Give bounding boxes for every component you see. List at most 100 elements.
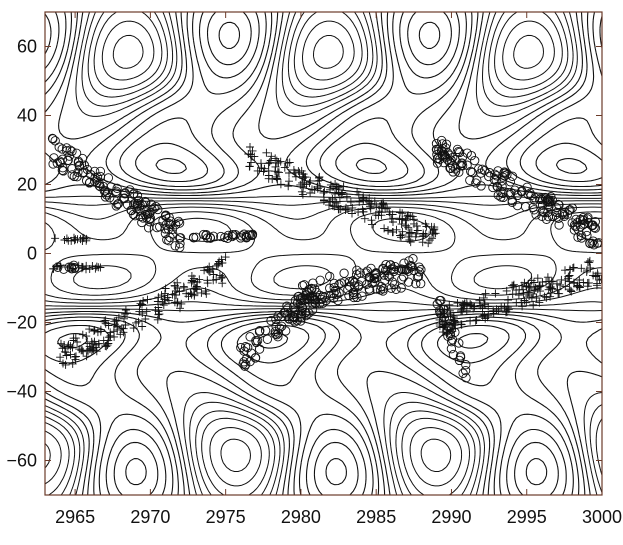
plus-marker (170, 298, 179, 307)
circle-marker (201, 230, 211, 241)
plus-marker (193, 278, 202, 286)
plus-marker (315, 172, 324, 181)
plus-marker (154, 310, 163, 319)
plus-marker (392, 225, 401, 234)
plus-marker (397, 220, 406, 229)
x-tick-label: 2970 (130, 507, 170, 527)
circle-marker (502, 170, 512, 180)
plus-marker (527, 294, 536, 303)
plus-marker (438, 318, 447, 326)
plus-marker (524, 288, 533, 297)
plus-marker (119, 328, 128, 337)
circle-marker (54, 142, 64, 152)
plus-marker (504, 305, 513, 314)
circle-marker (370, 269, 381, 279)
plus-marker (177, 299, 186, 308)
circle-marker (250, 353, 261, 363)
plus-marker (440, 313, 449, 322)
circle-marker (175, 239, 185, 249)
plus-marker (367, 216, 376, 225)
plus-marker (405, 235, 414, 244)
circle-marker (589, 240, 599, 250)
circle-marker (167, 224, 178, 234)
circle-marker (559, 211, 569, 221)
plus-marker (577, 264, 586, 273)
x-tick-label: 2980 (281, 507, 321, 527)
y-tick-label: −20 (6, 313, 37, 333)
plus-marker (138, 309, 147, 317)
circle-marker (367, 278, 377, 288)
plus-marker (197, 288, 206, 297)
plus-marker (74, 261, 83, 270)
circle-marker (57, 144, 67, 154)
circle-marker (484, 168, 495, 178)
circle-marker (63, 155, 73, 166)
circle-marker (50, 136, 60, 146)
plus-marker (408, 212, 417, 221)
plus-marker (297, 166, 306, 175)
circle-marker (569, 225, 580, 235)
plus-marker (370, 197, 379, 206)
plus-marker (153, 315, 162, 324)
plus-marker (179, 282, 188, 291)
circle-marker (105, 193, 115, 203)
plus-marker (69, 336, 78, 345)
plus-marker (334, 202, 343, 211)
plus-marker (208, 265, 217, 274)
plus-marker (489, 309, 498, 318)
plus-marker (584, 278, 593, 287)
circle-marker (283, 303, 293, 313)
plus-marker (529, 278, 538, 287)
circle-marker (454, 355, 465, 366)
plus-marker (212, 275, 221, 284)
y-tick-label: 0 (27, 244, 37, 264)
plus-marker (113, 321, 122, 330)
circle-marker (189, 233, 199, 243)
plus-marker (566, 286, 575, 295)
plus-marker (396, 231, 405, 240)
circle-marker (543, 207, 553, 218)
circle-marker (364, 284, 374, 294)
circle-marker (439, 157, 449, 168)
plus-marker (547, 289, 555, 298)
plus-marker (326, 185, 334, 194)
circle-marker (536, 193, 546, 204)
plus-marker (68, 343, 77, 352)
circle-marker (296, 295, 307, 306)
circle-marker (567, 203, 577, 213)
plus-marker (360, 214, 369, 223)
plus-marker (570, 279, 579, 288)
plus-marker (450, 316, 459, 325)
plus-marker (395, 215, 404, 224)
circle-marker (290, 306, 301, 317)
circle-marker (243, 342, 253, 353)
circle-marker (448, 152, 458, 163)
plus-marker (478, 311, 487, 320)
circle-marker (411, 279, 421, 289)
plus-marker (453, 299, 462, 307)
circle-marker (175, 233, 186, 243)
axes: 2965 2970 2975 2980 2985 2990 2995 3000 −60 −40 −2… (6, 12, 622, 527)
plus-marker (90, 337, 99, 346)
circle-marker (396, 283, 406, 293)
plus-marker (60, 236, 69, 244)
plus-marker (338, 188, 347, 197)
plus-marker (273, 168, 282, 177)
circle-marker (222, 233, 233, 243)
circle-marker (493, 190, 503, 200)
circle-marker (431, 138, 442, 149)
circle-marker (55, 158, 66, 168)
circle-marker (67, 170, 77, 180)
contour-negative (45, 12, 602, 495)
plus-marker (85, 342, 94, 351)
plus-marker (383, 204, 392, 213)
circle-marker (457, 152, 468, 162)
contour-positive (45, 12, 588, 495)
plus-marker (135, 301, 144, 310)
y-tick-label: 60 (17, 37, 37, 57)
circle-marker (135, 211, 146, 222)
circle-marker (100, 192, 111, 202)
plus-marker (366, 204, 375, 213)
plus-marker (445, 300, 454, 309)
plus-marker (90, 327, 98, 335)
